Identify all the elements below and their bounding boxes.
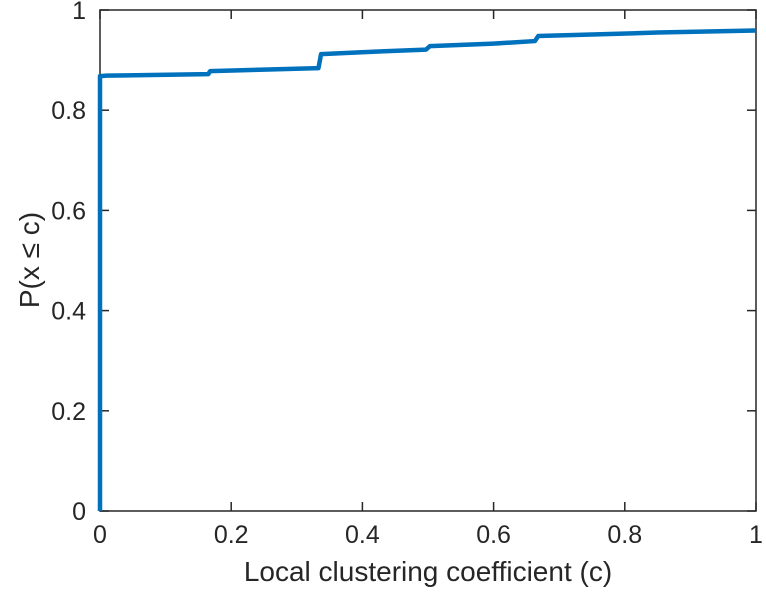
x-tick-label: 0.2 — [214, 521, 249, 549]
y-tick-label: 0.6 — [51, 197, 86, 225]
y-tick-label: 0.2 — [51, 398, 86, 426]
axes-box — [99, 9, 757, 512]
x-tick-label: 0.8 — [607, 521, 642, 549]
y-tick-label: 0 — [72, 498, 86, 526]
y-axis-label: P(x ≤ c) — [14, 211, 45, 309]
x-axis-label: Local clustering coefficient (c) — [243, 556, 613, 587]
y-tick-label: 1 — [72, 0, 86, 25]
x-tick-label: 1 — [749, 521, 763, 549]
x-tick-label: 0.4 — [345, 521, 380, 549]
x-tick-label: 0.6 — [476, 521, 511, 549]
x-tick-label: 0 — [93, 521, 107, 549]
y-tick-label: 0.8 — [51, 97, 86, 125]
cdf-line — [97, 28, 757, 511]
y-tick-label: 0.4 — [51, 298, 86, 326]
